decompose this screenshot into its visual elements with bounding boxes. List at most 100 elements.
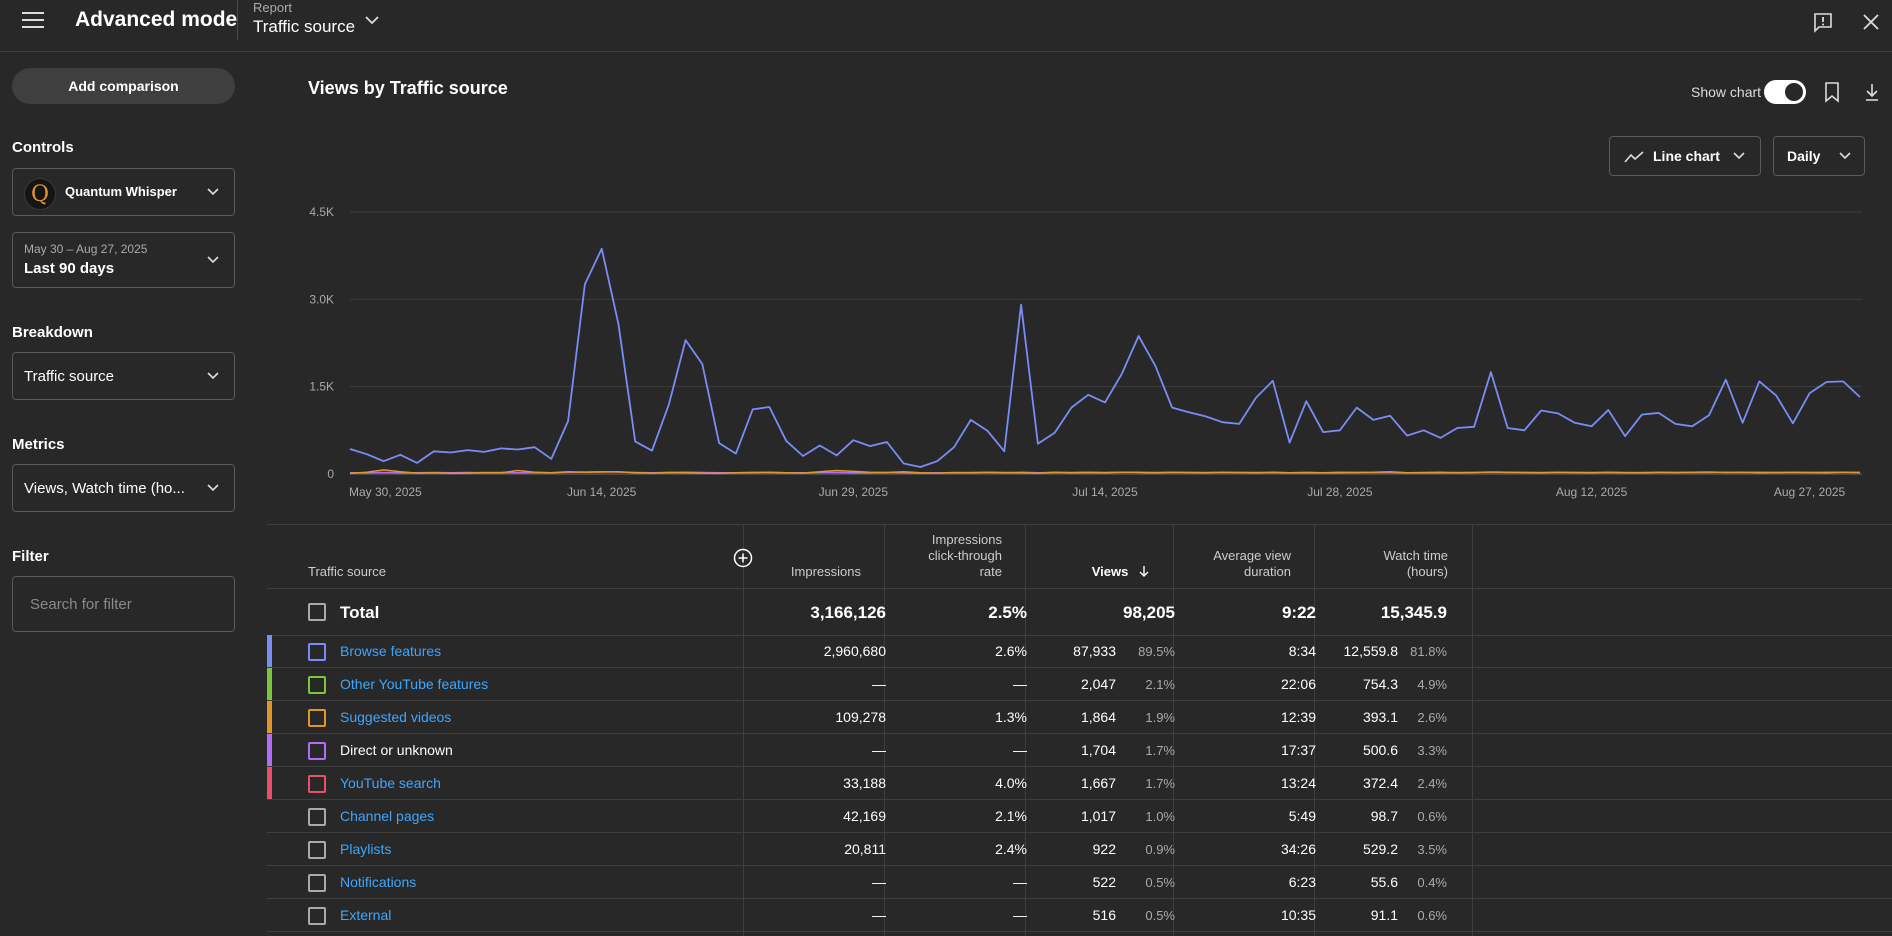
- header-avg-view-duration[interactable]: Average view duration: [1174, 548, 1291, 580]
- watch-time-percent-cell: 3.5%: [1417, 842, 1447, 857]
- watch-time-cell: 98.7: [1370, 808, 1398, 824]
- traffic-source-link[interactable]: Notifications: [340, 874, 417, 890]
- total-label: Total: [340, 603, 380, 622]
- series-line: [349, 469, 1861, 475]
- views-cell: 1,667: [1080, 775, 1116, 791]
- views-percent-cell: 1.9%: [1145, 710, 1175, 725]
- header-avd-line: Average view: [1213, 548, 1291, 563]
- chart-type-dropdown[interactable]: Line chart: [1609, 136, 1761, 176]
- table-row: Browse features 2,960,680 2.6% 87,933 89.5% 8…: [267, 635, 1892, 668]
- metrics-value: Views, Watch time (ho...: [24, 480, 185, 497]
- views-percent-cell: 0.5%: [1145, 908, 1175, 923]
- feedback-icon[interactable]: [1812, 11, 1834, 33]
- add-comparison-button[interactable]: Add comparison: [12, 68, 235, 104]
- traffic-source-link[interactable]: Browse features: [340, 643, 442, 659]
- report-selector[interactable]: Traffic source: [253, 17, 356, 36]
- header-ctr-line: Impressions: [931, 532, 1002, 547]
- metrics-selector[interactable]: Views, Watch time (ho...: [12, 464, 235, 512]
- total-checkbox[interactable]: [308, 603, 326, 621]
- ctr-cell: —: [1013, 742, 1027, 758]
- line-chart-icon: [1624, 151, 1644, 163]
- column-separator: [1173, 524, 1174, 936]
- chart-title: Views by Traffic source: [308, 78, 508, 98]
- watch-time-cell: 754.3: [1362, 676, 1398, 692]
- x-tick-label: Aug 12, 2025: [1556, 485, 1628, 499]
- interval-dropdown[interactable]: Daily: [1773, 136, 1865, 176]
- channel-selector[interactable]: Q Quantum Whisper: [12, 168, 235, 216]
- traffic-source-link[interactable]: YouTube search: [340, 775, 441, 791]
- views-percent-cell: 0.9%: [1145, 842, 1175, 857]
- app-title: Advanced mode: [75, 8, 238, 31]
- column-separator: [1314, 524, 1315, 936]
- row-checkbox[interactable]: [308, 808, 326, 826]
- ctr-cell: —: [1013, 676, 1027, 692]
- impressions-cell: 42,169: [843, 808, 886, 824]
- column-separator: [743, 524, 744, 936]
- series-color-bar: [267, 734, 272, 766]
- date-range-selector[interactable]: May 30 – Aug 27, 2025 Last 90 days: [12, 232, 235, 288]
- avatar: Q: [24, 178, 56, 210]
- header-ctr[interactable]: Impressions click-through rate: [885, 532, 1002, 580]
- table-row: YouTube search 33,188 4.0% 1,667 1.7% 13:24 37…: [267, 767, 1892, 800]
- total-watch-time: 15,345.9: [1380, 603, 1447, 622]
- impressions-cell: —: [872, 874, 886, 890]
- report-label: Report: [253, 0, 293, 15]
- traffic-source-link[interactable]: Playlists: [340, 841, 392, 857]
- avg-view-duration-cell: 8:34: [1288, 643, 1316, 659]
- header-traffic-source[interactable]: Traffic source: [308, 564, 387, 579]
- sort-down-arrow-icon: [1139, 566, 1149, 577]
- breakdown-selector[interactable]: Traffic source: [12, 352, 235, 400]
- add-metric-icon[interactable]: [733, 548, 753, 568]
- traffic-source-link[interactable]: Suggested videos: [340, 709, 452, 725]
- row-checkbox[interactable]: [308, 907, 326, 925]
- watch-time-cell: 55.6: [1370, 874, 1398, 890]
- row-checkbox[interactable]: [308, 775, 326, 793]
- header-avd-line: duration: [1244, 564, 1291, 579]
- table-row: Notifications — — 522 0.5% 6:23 55.6 0.4%: [267, 866, 1892, 899]
- header-watch-line: (hours): [1406, 564, 1448, 579]
- row-checkbox[interactable]: [308, 676, 326, 694]
- breakdown-heading: Breakdown: [12, 324, 93, 341]
- series-color-bar: [267, 701, 272, 733]
- show-chart-toggle[interactable]: [1764, 80, 1806, 104]
- table-row: Other YouTube features — — 2,047 2.1% 22:06 75…: [267, 668, 1892, 701]
- ctr-cell: 2.1%: [995, 808, 1027, 824]
- series-color-bar: [267, 668, 272, 700]
- row-checkbox[interactable]: [308, 874, 326, 892]
- avg-view-duration-cell: 34:26: [1280, 841, 1316, 857]
- traffic-source-link[interactable]: Channel pages: [340, 808, 435, 824]
- row-checkbox[interactable]: [308, 709, 326, 727]
- traffic-source-link[interactable]: Other YouTube features: [340, 676, 489, 692]
- download-icon[interactable]: [1862, 81, 1882, 103]
- total-views: 98,205: [1123, 603, 1175, 622]
- traffic-source-link[interactable]: External: [340, 907, 392, 923]
- chevron-down-icon[interactable]: [363, 12, 381, 28]
- filter-search-input[interactable]: [12, 576, 235, 632]
- avg-view-duration-cell: 5:49: [1288, 808, 1316, 824]
- close-icon[interactable]: [1860, 11, 1882, 33]
- header-impressions[interactable]: Impressions: [790, 564, 861, 579]
- header-watch-line: Watch time: [1383, 548, 1448, 563]
- menu-icon[interactable]: [22, 10, 46, 30]
- row-checkbox[interactable]: [308, 841, 326, 859]
- views-percent-cell: 89.5%: [1138, 644, 1175, 659]
- avg-view-duration-cell: 13:24: [1280, 775, 1316, 791]
- impressions-cell: 109,278: [835, 709, 886, 725]
- views-cell: 516: [1092, 907, 1116, 923]
- table-total-row: Total 3,166,126 2.5% 98,205 9:22 15,345.…: [267, 588, 1892, 636]
- header-ctr-line: rate: [979, 564, 1002, 579]
- header-views[interactable]: Views: [1026, 564, 1150, 580]
- impressions-cell: 20,811: [844, 841, 886, 857]
- x-tick-label: Jul 28, 2025: [1307, 485, 1373, 499]
- row-checkbox[interactable]: [308, 742, 326, 760]
- chevron-down-icon: [207, 372, 219, 380]
- chevron-down-icon: [207, 484, 219, 492]
- views-cell: 1,017: [1080, 808, 1116, 824]
- table-row: Channel pages 42,169 2.1% 1,017 1.0% 5:49 98.7…: [267, 800, 1892, 833]
- header-watch-time[interactable]: Watch time (hours): [1315, 548, 1448, 580]
- table-row: External — — 516 0.5% 10:35 91.1 0.6%: [267, 899, 1892, 932]
- row-checkbox[interactable]: [308, 643, 326, 661]
- chevron-down-icon: [1839, 152, 1851, 160]
- views-cell: 1,864: [1080, 709, 1116, 725]
- bookmark-icon[interactable]: [1822, 81, 1842, 103]
